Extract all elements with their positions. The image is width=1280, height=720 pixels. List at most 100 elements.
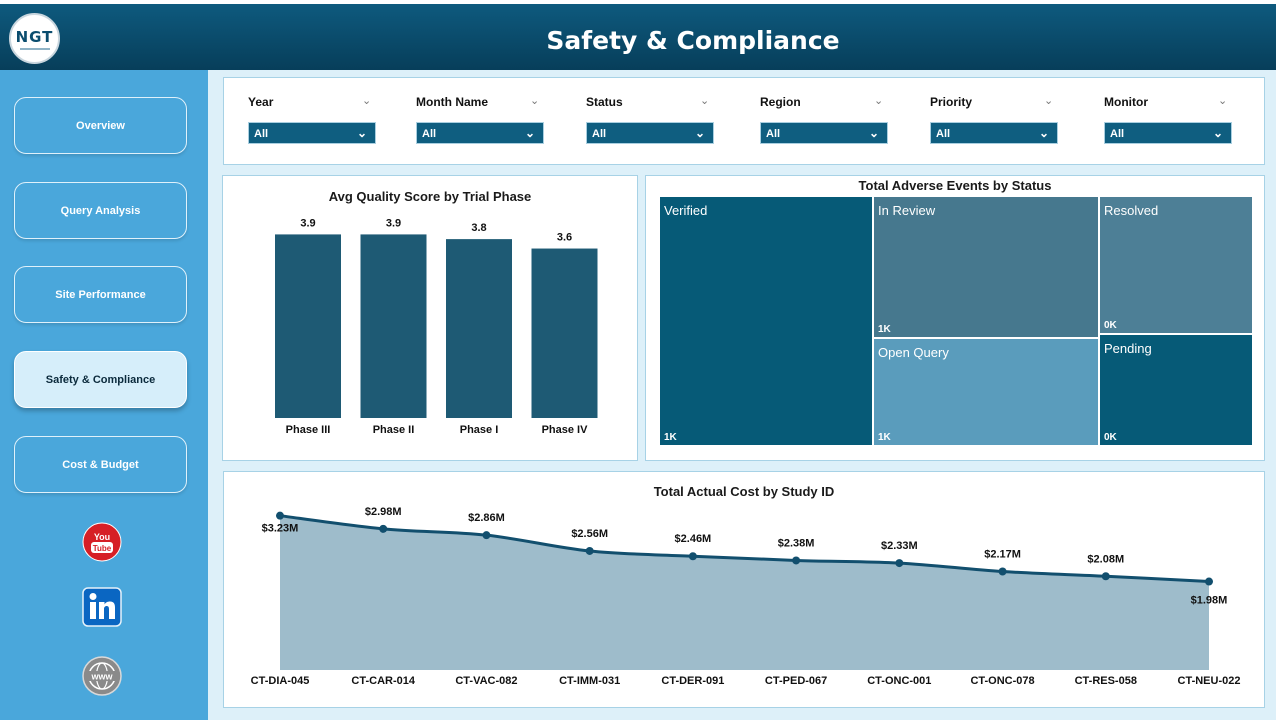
nav-overview-button[interactable]: Overview — [14, 97, 187, 154]
treemap-cell-value: 1K — [878, 324, 891, 335]
chevron-down-icon[interactable]: ⌄ — [700, 95, 710, 107]
filter-year-label: Year — [248, 95, 274, 109]
adverse-events-treemap: Verified 1K In Review 1K Open Query 1K Resolve… — [660, 197, 1254, 447]
bar-category-label: Phase III — [286, 424, 331, 436]
cost-value-label: $2.86M — [468, 512, 505, 524]
nav-safety-compliance-button[interactable]: Safety & Compliance — [14, 351, 187, 408]
chevron-down-icon[interactable]: ⌄ — [1044, 95, 1054, 107]
cost-category-label: CT-RES-058 — [1075, 675, 1137, 687]
adverse-chart-title: Total Adverse Events by Status — [858, 178, 1052, 193]
cost-point-ct-neu-022[interactable] — [1205, 577, 1213, 586]
treemap-cell-name: In Review — [878, 203, 936, 218]
chevron-down-icon: ⌄ — [524, 126, 535, 140]
nav-query-analysis-button[interactable]: Query Analysis — [14, 182, 187, 239]
cost-category-label: CT-PED-067 — [765, 675, 827, 687]
svg-text:www: www — [90, 672, 113, 682]
treemap-cell-name: Verified — [664, 203, 708, 218]
youtube-icon[interactable]: You Tube — [82, 522, 122, 562]
cost-area-chart: $3.23M CT-DIA-045 $2.98M CT-CAR-014 $2.86M CT… — [251, 506, 1241, 687]
cost-category-label: CT-IMM-031 — [559, 675, 620, 687]
cost-chart-panel: Total Actual Cost by Study ID $3.23M CT-D… — [223, 471, 1265, 708]
cost-category-label: CT-DIA-045 — [251, 675, 310, 687]
cost-category-label: CT-VAC-082 — [455, 675, 517, 687]
chevron-down-icon[interactable]: ⌄ — [874, 95, 884, 107]
logo-text: NGT — [15, 27, 54, 46]
bar-value-label: 3.8 — [471, 222, 486, 234]
treemap-cell-value: 0K — [1104, 432, 1117, 443]
filter-monitor-label: Monitor — [1104, 95, 1148, 109]
bar-category-label: Phase IV — [542, 424, 589, 436]
company-logo[interactable]: NGT — [9, 13, 60, 64]
treemap-cell-resolved[interactable]: Resolved 0K — [1100, 197, 1252, 333]
nav-site-performance-button[interactable]: Site Performance — [14, 266, 187, 323]
filter-month-value: All — [422, 128, 437, 140]
cost-point-ct-onc-078[interactable] — [998, 567, 1007, 576]
cost-value-label: $2.33M — [881, 540, 918, 552]
cost-area-fill — [280, 515, 1209, 670]
filter-priority-select[interactable]: All ⌄ — [930, 122, 1058, 144]
header-bar: NGT Safety & Compliance — [0, 4, 1276, 70]
cost-point-ct-imm-031[interactable] — [585, 546, 594, 555]
cost-point-ct-onc-001[interactable] — [895, 559, 904, 568]
filter-priority-label: Priority — [930, 95, 973, 109]
linkedin-icon[interactable] — [82, 587, 122, 627]
bar-value-label: 3.9 — [300, 217, 315, 229]
filter-priority-value: All — [936, 128, 951, 140]
treemap-cell-value: 0K — [1104, 320, 1117, 331]
page-title: Safety & Compliance — [546, 26, 840, 55]
cost-category-label: CT-ONC-078 — [970, 675, 1034, 687]
filter-year-select[interactable]: All ⌄ — [248, 122, 376, 144]
bar-phase-ii[interactable] — [360, 234, 427, 418]
cost-point-ct-vac-082[interactable] — [482, 531, 491, 540]
treemap-cell-name: Resolved — [1104, 203, 1159, 218]
bar-phase-iv[interactable] — [531, 248, 598, 418]
filter-monitor-value: All — [1110, 128, 1125, 140]
cost-point-ct-ped-067[interactable] — [792, 556, 801, 565]
filter-region-value: All — [766, 128, 781, 140]
filter-region-select[interactable]: All ⌄ — [760, 122, 888, 144]
chevron-down-icon: ⌄ — [356, 126, 367, 140]
svg-text:Tube: Tube — [93, 544, 112, 553]
cost-value-label: $2.38M — [778, 537, 815, 549]
bar-value-label: 3.9 — [386, 217, 401, 229]
treemap-cell-name: Open Query — [878, 345, 949, 360]
sidebar: Overview Query Analysis Site Performance… — [0, 70, 208, 720]
cost-value-label: $2.46M — [675, 533, 712, 545]
chevron-down-icon[interactable]: ⌄ — [362, 95, 372, 107]
filter-month-select[interactable]: All ⌄ — [416, 122, 544, 144]
bar-phase-i[interactable] — [446, 239, 512, 418]
cost-value-label: $3.23M — [262, 523, 299, 535]
treemap-cell-pending[interactable]: Pending 0K — [1100, 335, 1252, 445]
bar-value-label: 3.6 — [557, 232, 572, 244]
filter-region-label: Region — [760, 95, 801, 109]
chevron-down-icon[interactable]: ⌄ — [1218, 95, 1228, 107]
adverse-events-chart-panel: Total Adverse Events by Status Verified 1… — [645, 175, 1265, 461]
filter-monitor-select[interactable]: All ⌄ — [1104, 122, 1232, 144]
chevron-down-icon: ⌄ — [694, 126, 705, 140]
cost-point-ct-car-014[interactable] — [379, 524, 388, 533]
chevron-down-icon: ⌄ — [1212, 126, 1223, 140]
quality-chart-title: Avg Quality Score by Trial Phase — [328, 189, 532, 204]
nav-cost-budget-button[interactable]: Cost & Budget — [14, 436, 187, 493]
filter-status-select[interactable]: All ⌄ — [586, 122, 714, 144]
chevron-down-icon: ⌄ — [868, 126, 879, 140]
website-globe-icon[interactable]: www — [82, 656, 122, 696]
bar-phase-iii[interactable] — [275, 234, 341, 418]
treemap-cell-name: Pending — [1104, 341, 1152, 356]
treemap-cell-open-query[interactable]: Open Query 1K — [874, 339, 1098, 445]
cost-category-label: CT-DER-091 — [661, 675, 724, 687]
cost-point-ct-res-058[interactable] — [1101, 572, 1110, 581]
svg-text:You: You — [94, 532, 110, 542]
cost-series-line — [279, 514, 1210, 584]
filter-status-value: All — [592, 128, 607, 140]
chevron-down-icon: ⌄ — [1038, 126, 1049, 140]
logo-underline — [19, 47, 50, 50]
treemap-cell-verified[interactable]: Verified 1K — [660, 197, 872, 445]
filter-month-label: Month Name — [416, 95, 488, 109]
quality-score-chart-panel: Avg Quality Score by Trial Phase 3.9 Phas… — [222, 175, 638, 461]
chevron-down-icon[interactable]: ⌄ — [530, 95, 540, 107]
treemap-cell-in-review[interactable]: In Review 1K — [874, 197, 1098, 337]
cost-point-ct-dia-045[interactable] — [276, 511, 284, 520]
cost-point-ct-der-091[interactable] — [688, 552, 697, 561]
quality-bar-chart: 3.9 Phase III 3.9 Phase II 3.8 Phase I 3.6 Phas… — [275, 217, 598, 436]
